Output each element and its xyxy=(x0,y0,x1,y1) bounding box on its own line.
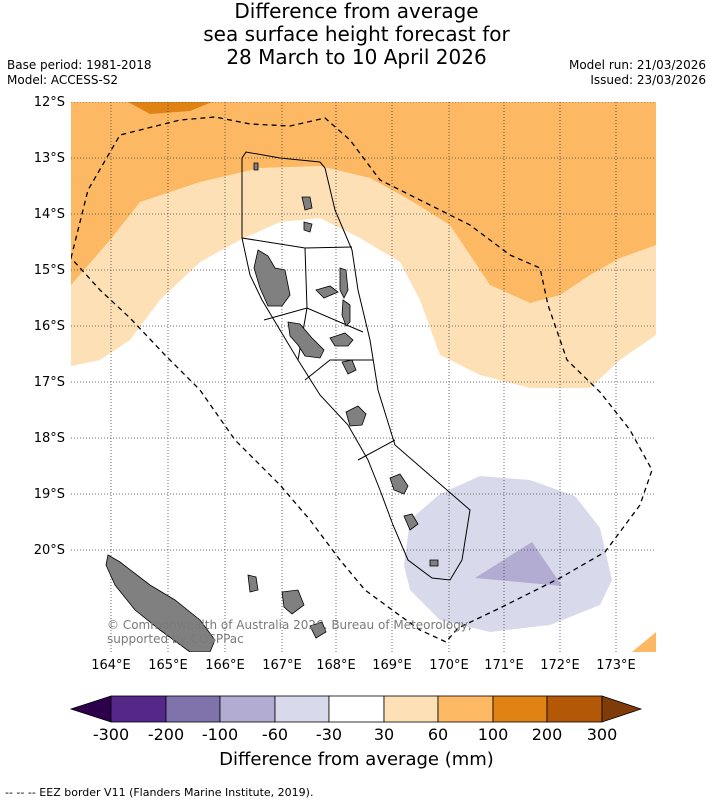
island-mare xyxy=(309,621,327,639)
title-line-2: sea surface height forecast for xyxy=(203,22,510,46)
lon-label: 173°E xyxy=(596,658,636,673)
base-period: Base period: 1981-2018 xyxy=(7,58,152,72)
copyright-text: © Commonwealth of Australia 2026, Bureau… xyxy=(107,618,472,646)
lat-label: 12°S xyxy=(33,95,65,110)
eez-legend-footer: -- -- -- EEZ border V11 (Flanders Marine… xyxy=(5,786,314,799)
meta-left: Base period: 1981-2018 Model: ACCESS-S2 xyxy=(7,58,152,88)
island-ambae xyxy=(315,285,339,299)
island-banks-1 xyxy=(301,196,313,211)
lon-label: 165°E xyxy=(148,658,188,673)
island-torres xyxy=(253,162,259,171)
island-epi xyxy=(341,359,357,375)
lat-label: 14°S xyxy=(33,207,65,222)
eez-border xyxy=(71,116,653,643)
map-area xyxy=(71,102,656,652)
contour-neg-30-60 xyxy=(404,476,612,632)
contour-neg-60-100 xyxy=(475,542,562,586)
colorbar-label: -200 xyxy=(147,725,185,744)
colorbar-bin-6 xyxy=(383,695,439,723)
colorbar-label: 60 xyxy=(427,725,449,744)
island-efate xyxy=(345,405,367,427)
colorbar-bin-5 xyxy=(328,695,385,723)
island-maewo xyxy=(341,299,351,327)
island-erromango xyxy=(389,473,409,495)
colorbar-label: 100 xyxy=(477,725,509,744)
lat-label: 17°S xyxy=(33,375,65,390)
title-line-1: Difference from average xyxy=(234,0,479,23)
lon-label: 169°E xyxy=(372,658,412,673)
colorbar-label: -60 xyxy=(261,725,289,744)
colorbar-above xyxy=(601,695,643,723)
colorbar-bin-9 xyxy=(546,695,603,723)
issued-date: Issued: 23/03/2026 xyxy=(590,73,706,87)
contour-60-100 xyxy=(71,102,656,303)
province-boundaries xyxy=(241,151,471,581)
lat-label: 19°S xyxy=(33,487,65,502)
colorbar-label: 300 xyxy=(586,725,618,744)
lon-label: 166°E xyxy=(205,658,245,673)
colorbar-label: 30 xyxy=(373,725,395,744)
islands xyxy=(105,162,439,652)
colorbar-label: 200 xyxy=(531,725,563,744)
island-aneityum xyxy=(429,559,439,567)
model-name: Model: ACCESS-S2 xyxy=(7,73,119,87)
colorbar xyxy=(69,695,643,723)
colorbar-below xyxy=(69,695,112,723)
contour-100-200 xyxy=(128,102,212,114)
colorbar-label: -300 xyxy=(92,725,130,744)
title-line-3: 28 March to 10 April 2026 xyxy=(226,45,487,69)
island-tanna xyxy=(403,513,419,531)
lon-label: 167°E xyxy=(262,658,302,673)
lat-label: 16°S xyxy=(33,319,65,334)
lon-label: 164°E xyxy=(91,658,131,673)
meta-right: Model run: 21/03/2026 Issued: 23/03/2026 xyxy=(569,58,706,88)
island-malekula xyxy=(287,321,325,359)
colorbar-bin-2 xyxy=(165,695,221,723)
colorbar-bin-3 xyxy=(219,695,276,723)
lon-label: 172°E xyxy=(540,658,580,673)
colorbar-label: -30 xyxy=(315,725,343,744)
colorbar-bin-1 xyxy=(110,695,167,723)
lat-label: 18°S xyxy=(33,431,65,446)
lon-label: 168°E xyxy=(316,658,356,673)
colorbar-bin-7 xyxy=(437,695,494,723)
colorbar-bin-4 xyxy=(274,695,330,723)
island-ouvea xyxy=(247,574,259,593)
model-run: Model run: 21/03/2026 xyxy=(568,58,706,72)
lon-label: 171°E xyxy=(484,658,524,673)
map-title: Difference from average sea surface heig… xyxy=(0,0,713,69)
lon-label: 170°E xyxy=(429,658,469,673)
island-ambrym xyxy=(329,332,354,347)
island-banks-2 xyxy=(303,221,313,233)
island-lifou xyxy=(281,589,305,615)
island-new-caledonia xyxy=(105,554,216,652)
lat-label: 15°S xyxy=(33,263,65,278)
island-pentecost xyxy=(339,267,349,299)
island-espiritu-santo xyxy=(253,249,291,307)
colorbar-label: -100 xyxy=(201,725,239,744)
lat-label: 13°S xyxy=(33,151,65,166)
colorbar-title: Difference from average (mm) xyxy=(219,749,494,770)
colorbar-bin-8 xyxy=(492,695,548,723)
contour-corner xyxy=(632,632,656,652)
lat-label: 20°S xyxy=(33,543,65,558)
